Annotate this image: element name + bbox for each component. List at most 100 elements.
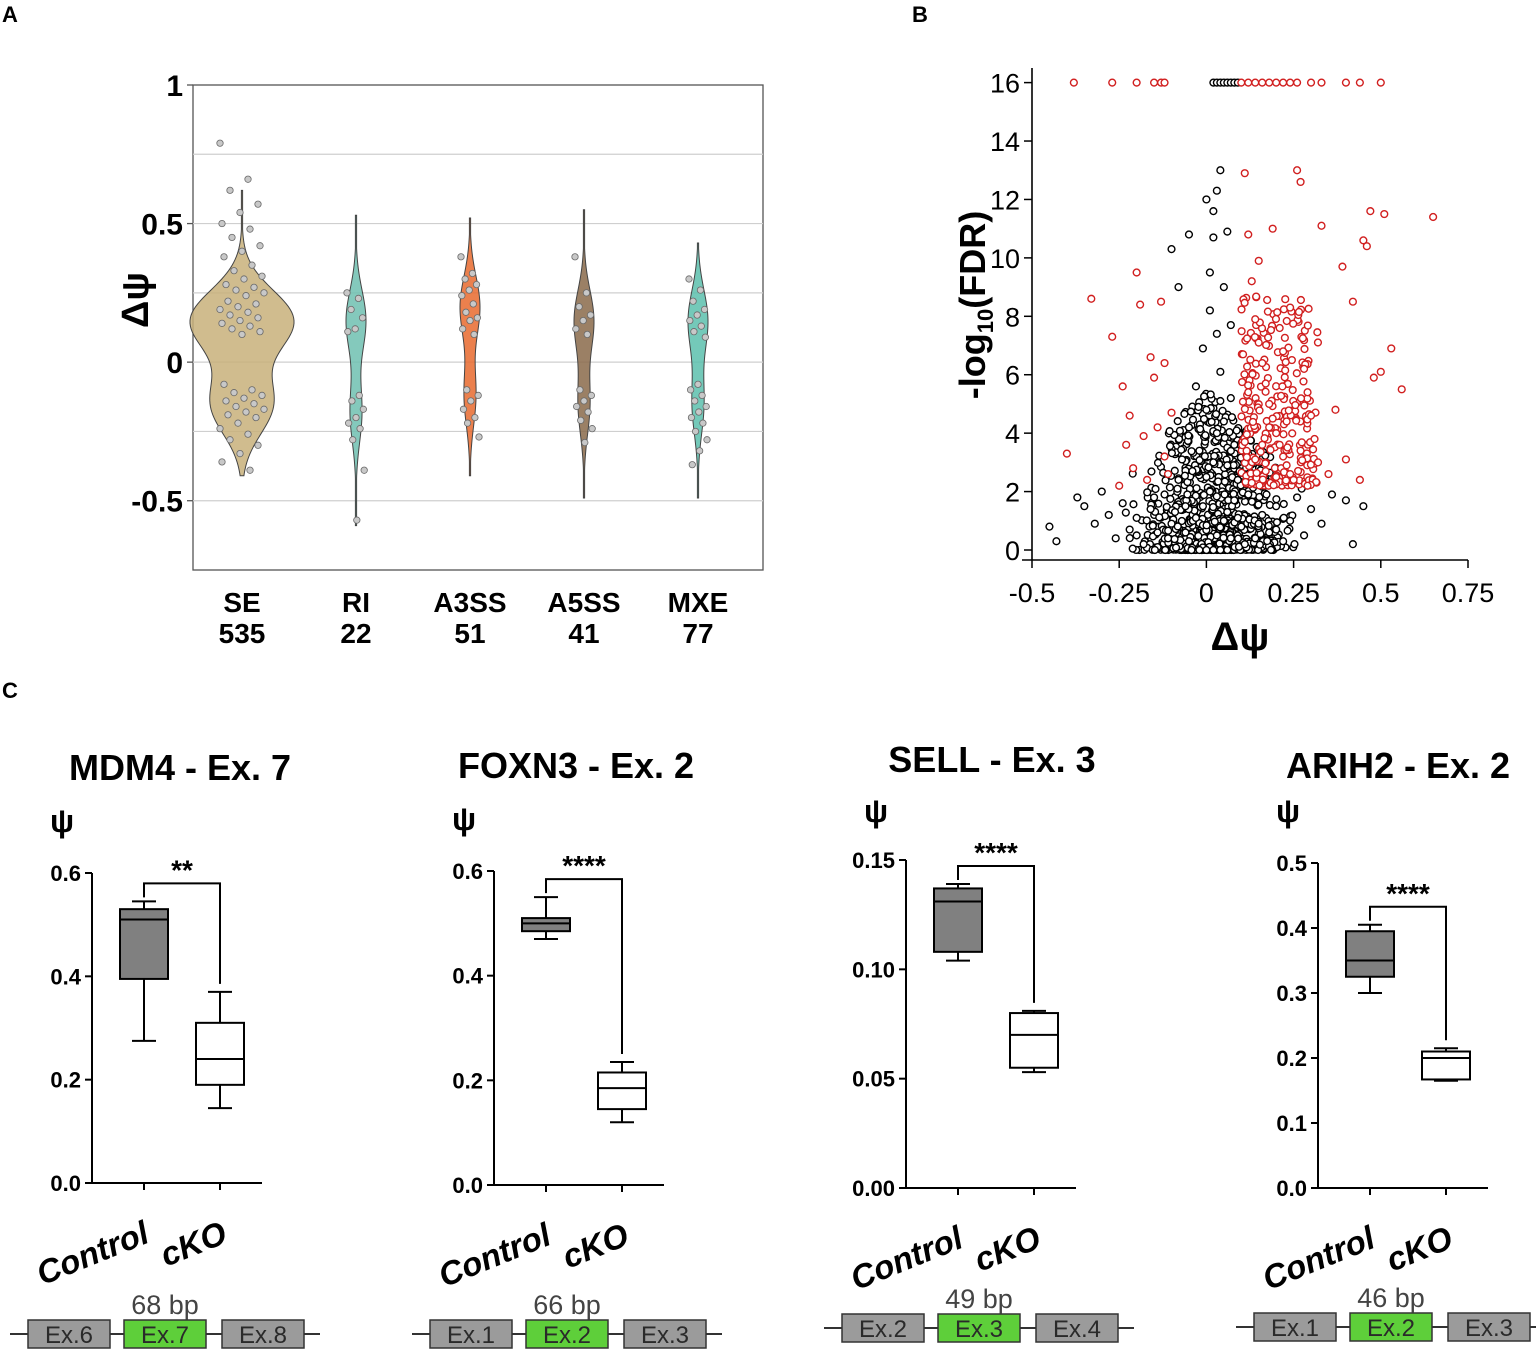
nonsig-point bbox=[1198, 502, 1208, 511]
data-point bbox=[258, 391, 266, 399]
sig-point bbox=[1263, 333, 1273, 342]
sig-point bbox=[1376, 78, 1385, 87]
sig-point bbox=[1282, 461, 1291, 470]
data-point bbox=[349, 436, 357, 444]
sig-point bbox=[1251, 78, 1260, 87]
sig-point bbox=[1341, 78, 1351, 87]
sig-point bbox=[1362, 242, 1371, 251]
sig-point bbox=[1304, 304, 1313, 313]
data-point bbox=[220, 380, 228, 388]
data-point bbox=[468, 269, 477, 278]
nonsig-point bbox=[1188, 467, 1197, 476]
y-tick-label: 10 bbox=[990, 244, 1020, 274]
sig-point bbox=[1237, 305, 1246, 314]
exon-label: Ex.8 bbox=[239, 1322, 287, 1349]
nonsig-point bbox=[1183, 490, 1192, 499]
sig-point bbox=[1331, 405, 1340, 414]
box-control bbox=[1345, 930, 1395, 978]
sig-point bbox=[1238, 377, 1247, 387]
sig-point bbox=[1298, 456, 1307, 465]
y-tick-label: 0.1 bbox=[1276, 1111, 1307, 1136]
data-point bbox=[686, 316, 694, 325]
box-cko bbox=[1009, 1012, 1059, 1069]
box-cko bbox=[195, 1021, 245, 1086]
y-tick-label: 8 bbox=[1005, 302, 1020, 332]
sig-point bbox=[1282, 417, 1291, 426]
data-point bbox=[580, 397, 588, 405]
sig-point bbox=[1261, 467, 1270, 476]
sig-point bbox=[1300, 401, 1309, 410]
exon-label: Ex.6 bbox=[45, 1322, 93, 1349]
category-count: 41 bbox=[568, 618, 599, 649]
sig-point bbox=[1237, 327, 1246, 336]
data-point bbox=[230, 267, 238, 275]
nonsig-point bbox=[1233, 475, 1242, 484]
nonsig-point bbox=[1223, 545, 1232, 555]
sig-point bbox=[1281, 476, 1291, 485]
nonsig-point bbox=[1142, 516, 1151, 525]
y-axis-label: -log10(FDR) bbox=[952, 211, 998, 399]
nonsig-point bbox=[1266, 545, 1276, 554]
sig-point bbox=[1265, 78, 1274, 87]
nonsig-point bbox=[1073, 493, 1082, 502]
sig-point bbox=[1275, 440, 1284, 449]
sig-point bbox=[1299, 364, 1309, 373]
panel-label-a: A bbox=[2, 2, 18, 27]
nonsig-point bbox=[1216, 367, 1225, 376]
nonsig-point bbox=[1220, 490, 1229, 499]
nonsig-point bbox=[1272, 495, 1281, 504]
nonsig-point bbox=[1187, 447, 1196, 456]
nonsig-point bbox=[1195, 446, 1204, 455]
data-point bbox=[576, 386, 584, 394]
nonsig-point bbox=[1132, 531, 1141, 540]
data-point bbox=[702, 402, 710, 411]
sig-point bbox=[1244, 230, 1253, 239]
data-point bbox=[260, 405, 268, 413]
sig-point bbox=[1308, 445, 1318, 454]
data-point bbox=[258, 272, 266, 280]
plot-title: FOXN3 - Ex. 2 bbox=[458, 745, 694, 786]
data-point bbox=[348, 397, 356, 405]
sig-point bbox=[1279, 430, 1288, 439]
nonsig-point bbox=[1202, 405, 1211, 414]
box-control bbox=[521, 917, 571, 933]
sig-point bbox=[1062, 449, 1071, 458]
y-tick-label: 0.2 bbox=[452, 1068, 483, 1093]
sig-point bbox=[1122, 440, 1131, 449]
sig-point bbox=[1261, 459, 1270, 468]
sig-point bbox=[1272, 429, 1281, 438]
nonsig-point bbox=[1184, 431, 1193, 440]
data-point bbox=[347, 305, 355, 314]
nonsig-point bbox=[1209, 502, 1218, 512]
x-tick-label: -0.5 bbox=[1009, 578, 1056, 608]
data-point bbox=[581, 438, 589, 447]
nonsig-point bbox=[1202, 195, 1211, 204]
data-point bbox=[355, 391, 363, 399]
sig-point bbox=[1258, 440, 1267, 449]
y-tick-label: 0 bbox=[1005, 536, 1020, 566]
sig-point bbox=[1313, 458, 1323, 467]
nonsig-point bbox=[1341, 496, 1351, 505]
data-point bbox=[216, 139, 224, 147]
data-point bbox=[232, 402, 240, 411]
data-point bbox=[226, 186, 234, 194]
nonsig-point bbox=[1226, 446, 1235, 455]
nonsig-point bbox=[1226, 320, 1235, 330]
sig-point bbox=[1252, 468, 1261, 478]
data-point bbox=[352, 413, 360, 422]
sig-point bbox=[1284, 406, 1293, 415]
sig-point bbox=[1380, 209, 1389, 219]
sig-point bbox=[1296, 177, 1305, 187]
data-point bbox=[260, 289, 268, 297]
nonsig-point bbox=[1205, 487, 1214, 496]
plot-title: SELL - Ex. 3 bbox=[888, 739, 1095, 780]
data-point bbox=[693, 311, 701, 319]
exon-label: Ex.2 bbox=[859, 1316, 907, 1343]
exon-box bbox=[1447, 1312, 1531, 1342]
sig-point bbox=[1376, 367, 1385, 376]
data-point bbox=[475, 433, 483, 441]
nonsig-point bbox=[1265, 528, 1274, 537]
nonsig-point bbox=[1166, 494, 1175, 504]
sig-point bbox=[1296, 295, 1306, 305]
